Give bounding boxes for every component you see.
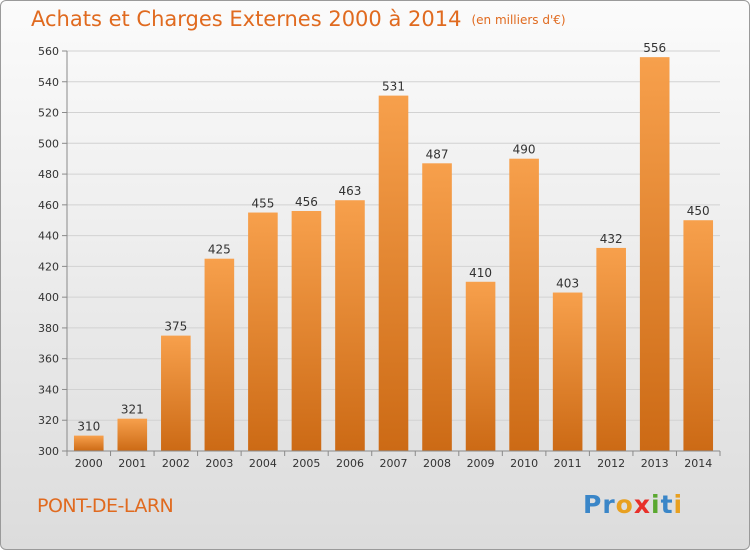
y-tick-label: 480: [38, 168, 59, 181]
y-tick-label: 440: [38, 230, 59, 243]
logo-letter: o: [615, 490, 634, 519]
chart-title: Achats et Charges Externes 2000 à 2014 (e…: [31, 7, 566, 31]
bar: [117, 418, 148, 451]
bar: [291, 211, 322, 451]
axes: 300 320 340 360 380 400 420 440 460 480 500 520 540 5…: [38, 45, 721, 470]
x-tick-label: 2009: [467, 457, 495, 470]
bar: [248, 212, 278, 451]
logo-letter: P: [583, 490, 603, 519]
bar-value-label: 403: [556, 277, 579, 291]
x-tick-label: 2010: [510, 457, 538, 470]
bars: 310 321 375 425 455 456 463 531 487 410 490 403 432 5…: [73, 41, 714, 452]
proxiti-logo: Proxiti: [583, 490, 683, 519]
bar-value-label: 425: [208, 243, 231, 257]
bar-value-label: 456: [295, 195, 318, 209]
bar: [335, 200, 365, 451]
y-tick-label: 400: [38, 291, 59, 304]
y-tick-label: 300: [38, 445, 59, 458]
x-tick-label: 2000: [75, 457, 103, 470]
logo-letter: i: [651, 490, 661, 519]
x-tick-label: 2003: [205, 457, 233, 470]
unit-label: (en milliers d'€): [471, 13, 566, 27]
y-tick-label: 380: [38, 322, 59, 335]
bar: [73, 435, 104, 451]
bar-value-label: 455: [251, 197, 274, 211]
bar: [552, 292, 583, 451]
bar: [465, 281, 496, 451]
x-tick-label: 2013: [641, 457, 669, 470]
y-tick-label: 560: [38, 45, 59, 58]
x-tick-label: 2006: [336, 457, 364, 470]
bar: [161, 335, 191, 451]
bar-value-label: 410: [469, 266, 492, 280]
bar-value-label: 375: [164, 320, 187, 334]
x-tick-label: 2007: [380, 457, 408, 470]
bar: [639, 57, 670, 452]
x-tick-label: 2004: [249, 457, 277, 470]
bar: [422, 163, 452, 452]
logo-letter: i: [673, 490, 684, 519]
y-tick-label: 420: [38, 260, 59, 273]
bar-value-label: 321: [121, 403, 144, 417]
title-text: Achats et Charges Externes 2000 à 2014: [31, 7, 462, 31]
bar-value-label: 432: [600, 232, 623, 246]
bar-value-label: 450: [687, 204, 710, 218]
bar: [596, 247, 626, 451]
bar-value-label: 487: [426, 147, 449, 161]
x-tick-label: 2008: [423, 457, 451, 470]
x-tick-label: 2001: [118, 457, 146, 470]
bar: [378, 95, 409, 451]
y-tick-label: 340: [38, 383, 59, 396]
y-tick-label: 360: [38, 353, 59, 366]
bar-value-label: 463: [339, 184, 362, 198]
x-tick-label: 2011: [554, 457, 582, 470]
y-tick-label: 500: [38, 137, 59, 150]
logo-letter: x: [633, 490, 651, 519]
y-tick-label: 520: [38, 107, 59, 120]
y-tick-label: 540: [38, 76, 59, 89]
logo-letter: r: [602, 490, 616, 519]
x-tick-label: 2002: [162, 457, 190, 470]
bar: [509, 158, 539, 451]
bar-value-label: 556: [643, 41, 666, 55]
bar-value-label: 310: [77, 420, 100, 434]
bar-value-label: 531: [382, 80, 405, 94]
bar-value-label: 490: [513, 143, 536, 157]
bar: [204, 258, 235, 451]
y-tick-label: 320: [38, 414, 59, 427]
logo-letter: t: [660, 490, 674, 519]
x-tick-label: 2005: [292, 457, 320, 470]
x-tick-label: 2012: [597, 457, 625, 470]
y-tick-label: 460: [38, 199, 59, 212]
bar: [683, 220, 714, 451]
x-tick-label: 2014: [684, 457, 712, 470]
place-name: PONT-DE-LARN: [37, 495, 174, 517]
